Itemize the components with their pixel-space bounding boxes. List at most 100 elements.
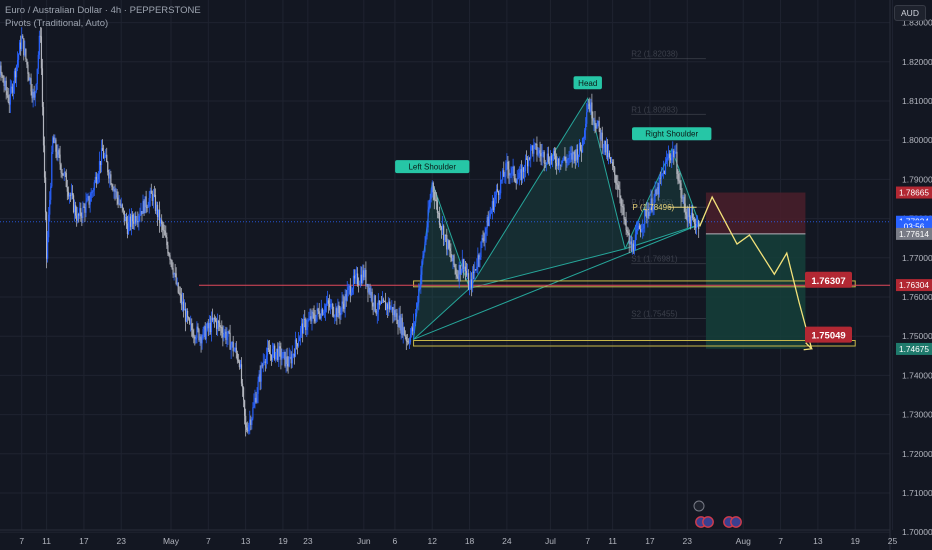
candle-body xyxy=(280,348,282,360)
candle-body xyxy=(632,243,634,251)
candle-body xyxy=(552,151,555,156)
candle-body xyxy=(323,311,326,313)
candle-body xyxy=(100,148,103,166)
candle-body xyxy=(444,234,446,241)
candle-body xyxy=(556,162,558,167)
time-tick-label: 13 xyxy=(813,536,823,546)
candle-body xyxy=(55,139,57,152)
candle-body xyxy=(476,266,478,270)
neckline xyxy=(413,224,700,340)
candle-body xyxy=(404,335,406,337)
candle-body xyxy=(570,153,572,155)
candle-body xyxy=(240,364,243,384)
time-tick-label: 24 xyxy=(502,536,512,546)
time-tick-label: 18 xyxy=(465,536,475,546)
candle-body xyxy=(436,201,439,213)
candle-body xyxy=(223,333,225,338)
candle-body xyxy=(153,194,156,196)
candle-body xyxy=(365,269,367,285)
pivot-level-label: S1 (1.76981) xyxy=(631,255,678,264)
candle-body xyxy=(437,212,440,214)
candle-body xyxy=(579,143,582,150)
candle-body xyxy=(173,273,175,275)
candle-body xyxy=(682,196,684,198)
candle-body xyxy=(531,145,533,147)
candle-body xyxy=(451,257,453,262)
candle-body xyxy=(435,199,437,202)
candle-body xyxy=(156,204,159,217)
candle-body xyxy=(117,197,119,204)
candle-body xyxy=(536,143,538,155)
candle-body xyxy=(458,265,460,280)
candle-body xyxy=(5,80,7,92)
candle-body xyxy=(53,137,55,144)
candle-body xyxy=(681,197,683,199)
candle-body xyxy=(295,339,298,344)
candle-body xyxy=(669,154,671,158)
candle-body xyxy=(683,196,685,204)
candle-body xyxy=(192,330,194,337)
candle-body xyxy=(211,317,214,321)
candle-body xyxy=(497,191,500,195)
candle-body xyxy=(254,397,256,403)
candle-body xyxy=(214,319,217,321)
candle-body xyxy=(71,192,74,196)
candle-body xyxy=(310,316,312,322)
candle-body xyxy=(195,338,197,340)
candle-body xyxy=(194,336,196,340)
candle-body xyxy=(409,334,412,343)
candle-body xyxy=(532,145,534,154)
time-tick-label: 23 xyxy=(117,536,127,546)
candle-body xyxy=(218,321,220,323)
candle-body xyxy=(410,327,413,335)
candle-body xyxy=(645,209,647,211)
candle-body xyxy=(597,120,599,124)
candle-body xyxy=(109,174,111,179)
candle-body xyxy=(473,271,475,273)
candle-body xyxy=(442,225,444,230)
candle-body xyxy=(166,236,168,246)
candle-body xyxy=(22,35,24,39)
candle-body xyxy=(4,80,6,87)
candle-body xyxy=(261,365,263,367)
candle-body xyxy=(654,189,656,198)
candle-body xyxy=(376,311,378,315)
candle-body xyxy=(14,71,17,78)
candle-body xyxy=(222,332,224,338)
candle-body xyxy=(70,192,73,196)
candle-body xyxy=(457,276,459,280)
candle-body xyxy=(414,322,416,324)
candle-body xyxy=(394,310,396,317)
candle-body xyxy=(384,301,387,311)
candle-body xyxy=(244,400,246,416)
candle-body xyxy=(263,361,265,363)
price-badge-label: 1.76304 xyxy=(899,280,929,290)
candle-body xyxy=(624,219,626,221)
candle-body xyxy=(0,65,2,74)
price-tick-label: 1.74000 xyxy=(902,370,932,380)
candle-body xyxy=(40,36,43,69)
candle-body xyxy=(367,284,369,293)
candle-body xyxy=(538,150,540,154)
candle-body xyxy=(429,198,431,208)
price-tick-label: 1.80000 xyxy=(902,135,932,145)
candle-body xyxy=(443,225,445,241)
candle-body xyxy=(257,381,259,394)
candle-body xyxy=(522,167,525,172)
candle-body xyxy=(687,208,689,222)
currency-button[interactable]: AUD xyxy=(894,5,926,21)
candle-body xyxy=(373,295,375,307)
candle-body xyxy=(290,356,292,364)
grid xyxy=(0,0,894,533)
time-tick-label: 7 xyxy=(19,536,24,546)
candle-body xyxy=(572,151,574,160)
candle-body xyxy=(482,238,484,241)
candle-body xyxy=(471,279,473,288)
candle-body xyxy=(232,341,234,352)
candle-body xyxy=(450,251,452,258)
candle-body xyxy=(640,228,642,233)
candle-body xyxy=(61,172,63,174)
candle-body xyxy=(304,318,306,320)
